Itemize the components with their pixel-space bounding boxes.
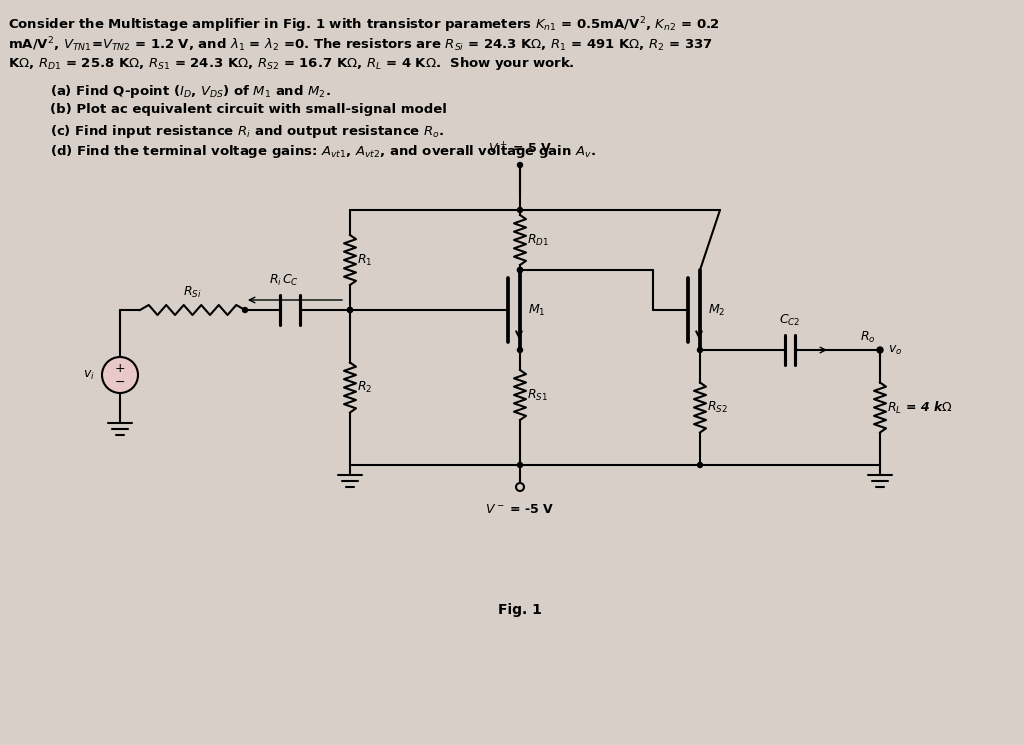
Text: $R_{Si}$: $R_{Si}$: [183, 285, 202, 300]
Text: $V^+$ = 5 V: $V^+$ = 5 V: [487, 142, 552, 157]
Circle shape: [347, 308, 352, 312]
Text: $R_i$: $R_i$: [269, 273, 283, 288]
Text: +: +: [115, 361, 125, 375]
Circle shape: [697, 347, 702, 352]
Text: $R_2$: $R_2$: [357, 380, 373, 395]
Text: K$\Omega$, $R_{D1}$ = 25.8 K$\Omega$, $R_{S1}$ = 24.3 K$\Omega$, $R_{S2}$ = 16.7: K$\Omega$, $R_{D1}$ = 25.8 K$\Omega$, $R…: [8, 55, 574, 72]
Text: $C_{C2}$: $C_{C2}$: [779, 313, 801, 328]
Circle shape: [243, 308, 248, 312]
Text: Consider the Multistage amplifier in Fig. 1 with transistor parameters $K_{n1}$ : Consider the Multistage amplifier in Fig…: [8, 15, 720, 34]
Circle shape: [697, 463, 702, 468]
Text: −: −: [115, 375, 125, 388]
Circle shape: [517, 208, 522, 212]
Circle shape: [102, 357, 138, 393]
Circle shape: [517, 267, 522, 273]
Text: $R_1$: $R_1$: [357, 253, 373, 267]
Circle shape: [517, 463, 522, 468]
Circle shape: [877, 347, 883, 353]
Text: $v_o$: $v_o$: [888, 343, 902, 357]
Circle shape: [517, 267, 522, 273]
Circle shape: [517, 347, 522, 352]
Text: (b) Plot ac equivalent circuit with small-signal model: (b) Plot ac equivalent circuit with smal…: [50, 103, 446, 116]
Circle shape: [517, 162, 522, 168]
Text: $M_1$: $M_1$: [528, 302, 546, 317]
Text: mA/V$^2$, $V_{TN1}$=$V_{TN2}$ = 1.2 V, and $\lambda_1$ = $\lambda_2$ =0. The res: mA/V$^2$, $V_{TN1}$=$V_{TN2}$ = 1.2 V, a…: [8, 35, 713, 54]
Text: $C_C$: $C_C$: [282, 273, 298, 288]
Text: $R_{S1}$: $R_{S1}$: [527, 387, 548, 402]
Text: (a) Find Q-point ($I_D$, $V_{DS}$) of $M_1$ and $M_2$.: (a) Find Q-point ($I_D$, $V_{DS}$) of $M…: [50, 83, 331, 100]
Text: $R_o$: $R_o$: [860, 330, 876, 345]
Text: $M_2$: $M_2$: [708, 302, 725, 317]
Text: $R_{S2}$: $R_{S2}$: [707, 400, 728, 415]
Text: Fig. 1: Fig. 1: [498, 603, 542, 617]
Text: $v_i$: $v_i$: [83, 369, 95, 381]
Text: $R_L$ = 4 k$\Omega$: $R_L$ = 4 k$\Omega$: [887, 399, 952, 416]
Text: $V^-$ = -5 V: $V^-$ = -5 V: [485, 503, 555, 516]
Text: (c) Find input resistance $R_i$ and output resistance $R_o$.: (c) Find input resistance $R_i$ and outp…: [50, 123, 444, 140]
Circle shape: [347, 308, 352, 312]
Text: (d) Find the terminal voltage gains: $A_{vt1}$, $A_{vt2}$, and overall voltage g: (d) Find the terminal voltage gains: $A_…: [50, 143, 596, 160]
Text: $R_{D1}$: $R_{D1}$: [527, 232, 549, 247]
